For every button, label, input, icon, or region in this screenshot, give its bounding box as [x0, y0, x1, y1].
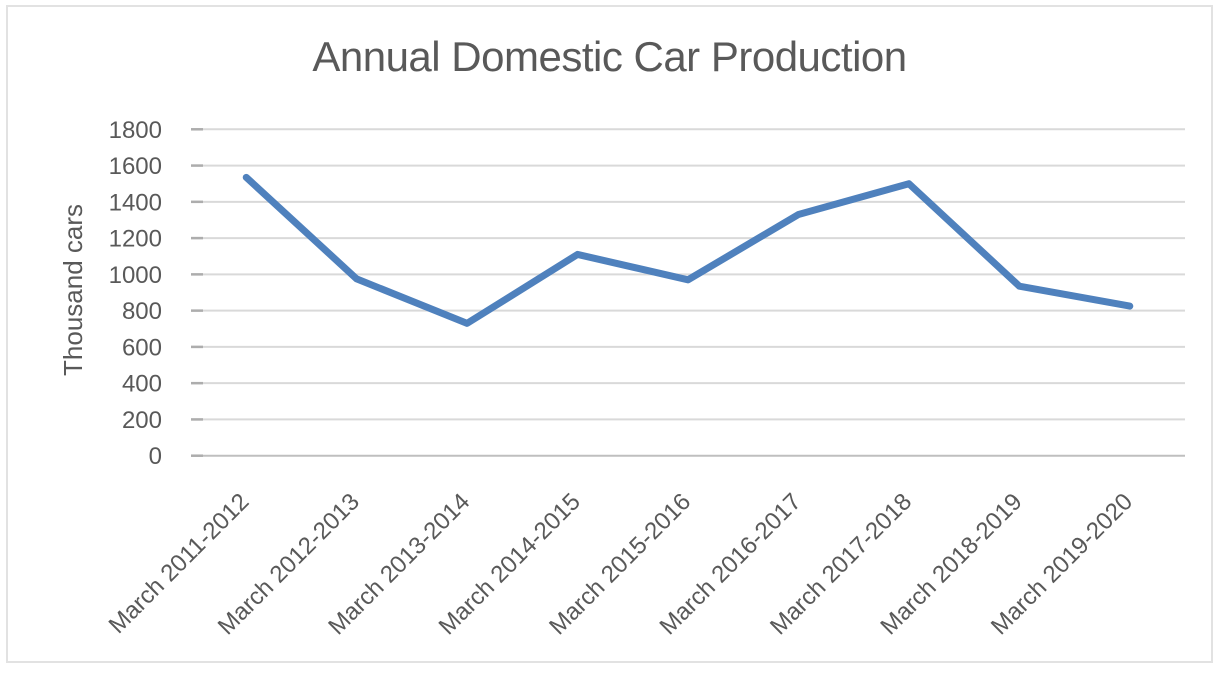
y-tick-label: 1600: [109, 153, 162, 180]
y-tick-label: 0: [149, 443, 162, 470]
data-series-line: [242, 173, 1134, 327]
y-tick-label: 200: [122, 407, 162, 434]
y-tick-label: 400: [122, 371, 162, 398]
chart-frame: Annual Domestic Car Production Thousand …: [6, 5, 1213, 663]
chart-title: Annual Domestic Car Production: [312, 33, 907, 80]
y-tick-label: 800: [122, 298, 162, 325]
y-tick-label: 1800: [109, 117, 162, 144]
y-tick-label: 1000: [109, 262, 162, 289]
y-axis-title: Thousand cars: [58, 204, 88, 376]
y-tick-label: 1400: [109, 189, 162, 216]
y-tick-label: 1200: [109, 226, 162, 253]
line-chart-plot: Thousand cars 1800 1600 1400 1200 1000 800 600…: [58, 117, 1185, 640]
y-tick-label: 600: [122, 334, 162, 361]
